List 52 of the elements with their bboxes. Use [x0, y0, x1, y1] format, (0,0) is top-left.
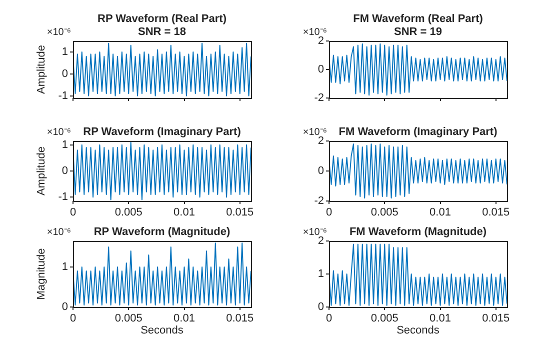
chart-title: RP Waveform (Real Part) [98, 13, 227, 25]
y-tick-label: 0 [318, 64, 324, 76]
x-tick-label: 0.015 [482, 206, 510, 219]
x-tick-label: 0.015 [226, 206, 254, 219]
y-tick-label: 1 [318, 268, 324, 280]
y-tick-label: 2 [318, 235, 324, 248]
chart-title: RP Waveform (Magnitude) [94, 226, 230, 238]
chart-title: RP Waveform (Imaginary Part) [83, 126, 242, 138]
x-tick-label: 0 [70, 312, 76, 325]
y-tick-label: -1 [58, 191, 68, 204]
x-tick-label: 0 [326, 312, 332, 325]
y-tick-label: -2 [314, 92, 324, 104]
x-tick-label: 0.01 [430, 312, 451, 325]
x-tick-label: 0.01 [174, 206, 195, 219]
y-axis-title: Amplitude [36, 45, 48, 94]
y-tick-label: 2 [318, 135, 324, 148]
text: ×10⁻⁶ [302, 227, 327, 238]
chart-title: FM Waveform (Imaginary Part) [338, 126, 498, 138]
y-tick-label: -2 [314, 195, 324, 208]
x-tick-label: 0.005 [370, 206, 398, 219]
y-axis-title: Amplitude [36, 146, 48, 196]
x-tick-label: 0 [326, 206, 332, 219]
text: ×10⁻⁶ [46, 127, 71, 138]
x-tick-label: 0.015 [482, 312, 510, 325]
chart-title: FM Waveform (Magnitude) [349, 226, 487, 238]
y-tick-label: 0 [318, 165, 324, 178]
x-tick-label: 0.01 [430, 206, 451, 219]
y-tick-label: 0 [62, 165, 68, 178]
y-tick-label: 1 [62, 46, 68, 58]
y-tick-label: 1 [62, 261, 68, 274]
y-tick-label: 1 [62, 138, 68, 151]
text: ×10⁻⁶ [302, 27, 327, 38]
x-axis-title: Seconds [396, 324, 440, 336]
y-tick-label: 0 [62, 68, 68, 80]
text: ×10⁻⁶ [302, 127, 327, 138]
y-tick-label: 0 [318, 301, 324, 314]
x-tick-label: 0 [70, 206, 76, 219]
x-tick-label: 0.005 [114, 312, 142, 325]
x-tick-label: 0.005 [114, 206, 142, 219]
x-tick-label: 0.005 [370, 312, 398, 325]
text: ×10⁻⁶ [46, 227, 71, 238]
y-tick-label: 2 [318, 35, 324, 48]
x-tick-label: 0.015 [226, 312, 254, 325]
text: ×10⁻⁶ [46, 27, 71, 38]
chart-title: FM Waveform (Real Part) [353, 13, 484, 25]
x-axis-title: Seconds [140, 324, 184, 336]
y-tick-label: 0 [62, 301, 68, 314]
y-tick-label: -1 [58, 90, 68, 102]
chart-subtitle: SNR = 19 [394, 26, 442, 38]
y-axis-title: Magnitude [36, 248, 48, 300]
chart-subtitle: SNR = 18 [138, 26, 186, 38]
x-tick-label: 0.01 [174, 312, 195, 325]
